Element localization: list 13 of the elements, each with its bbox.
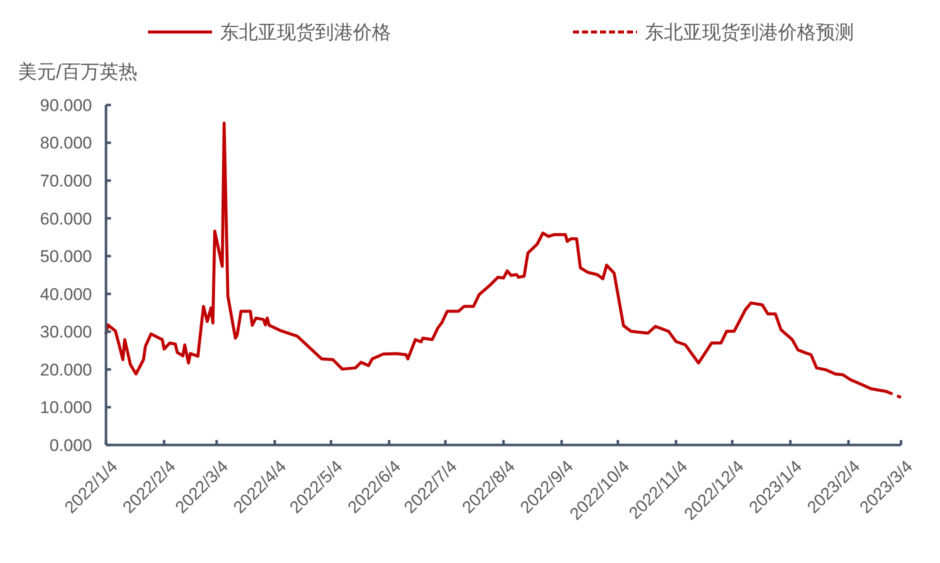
- legend-label: 东北亚现货到港价格预测: [645, 22, 854, 44]
- y-tick-label: 60.000: [40, 209, 92, 228]
- y-tick-label: 50.000: [40, 247, 92, 266]
- y-tick-label: 10.000: [40, 398, 92, 418]
- y-tick-label: 20.000: [40, 360, 92, 380]
- y-tick-label: 30.000: [40, 322, 92, 342]
- y-tick-label: 80.000: [40, 134, 92, 153]
- y-tick-label: 0.000: [49, 436, 92, 455]
- y-tick-label: 40.000: [40, 284, 92, 304]
- legend-label: 东北亚现货到港价格: [220, 22, 391, 44]
- y-axis-title: 美元/百万英热: [18, 61, 138, 83]
- y-tick-label: 70.000: [40, 172, 92, 191]
- y-tick-label: 90.000: [40, 96, 92, 115]
